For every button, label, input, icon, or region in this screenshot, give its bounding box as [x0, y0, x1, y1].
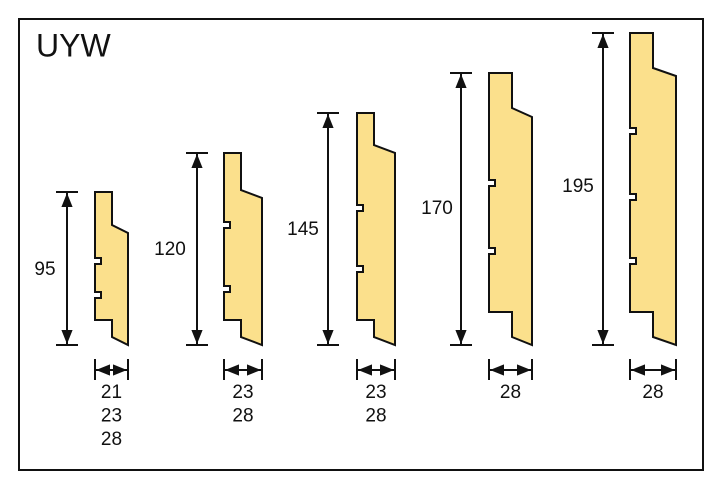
- width-label: 23: [365, 382, 386, 403]
- width-label: 28: [101, 429, 122, 450]
- width-label: 28: [232, 406, 253, 427]
- width-label: 23: [101, 406, 122, 427]
- board-profile: [356, 112, 396, 347]
- width-label: 28: [642, 382, 663, 403]
- width-label: 23: [232, 382, 253, 403]
- height-label: 195: [562, 176, 594, 197]
- width-label: 28: [500, 382, 521, 403]
- height-label: 95: [34, 259, 55, 280]
- height-label: 170: [421, 198, 453, 219]
- width-label: 28: [365, 406, 386, 427]
- board-profile: [94, 191, 129, 347]
- board-profile: [629, 32, 677, 347]
- width-label: 21: [101, 382, 122, 403]
- board-profile: [488, 72, 533, 347]
- title: UYW: [36, 27, 111, 63]
- height-label: 145: [287, 219, 319, 240]
- height-label: 120: [154, 239, 186, 260]
- board-profile: [223, 152, 263, 347]
